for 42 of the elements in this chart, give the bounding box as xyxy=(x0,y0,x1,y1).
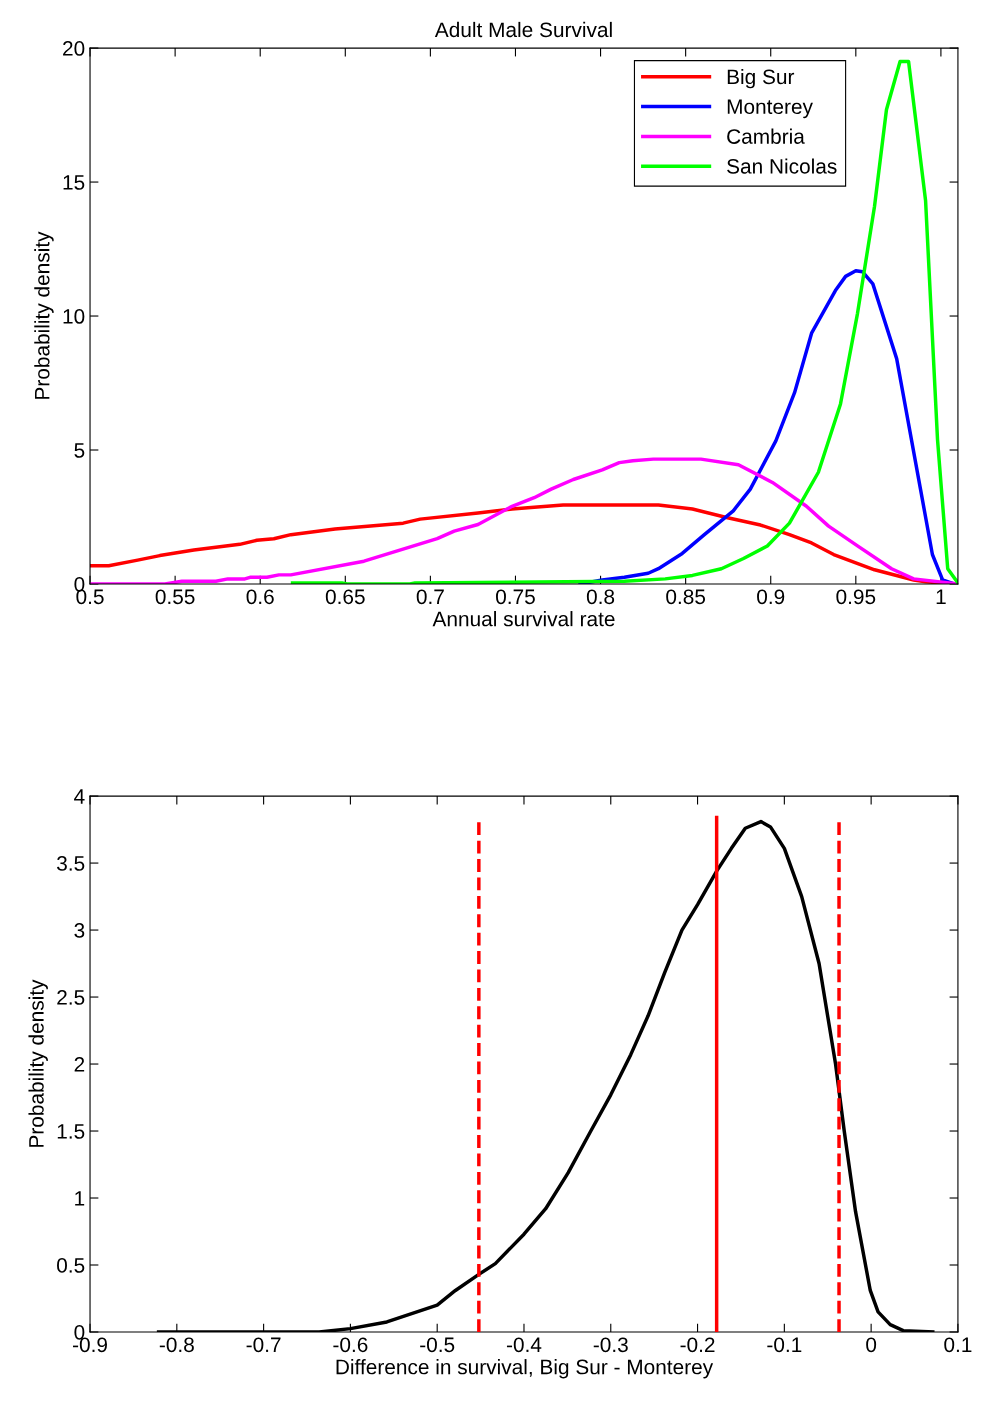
x-tick-label: -0.7 xyxy=(246,1337,281,1353)
x-tick-label: 1 xyxy=(936,589,946,604)
x-tick-label: 0.85 xyxy=(666,589,706,605)
x-tick-label: 0 xyxy=(866,1337,877,1353)
y-tick-label: 1 xyxy=(75,1191,85,1206)
legend-label: Big Sur xyxy=(727,68,795,89)
x-tick-label: 0.75 xyxy=(496,589,535,605)
x-tick-label: 0.55 xyxy=(155,589,195,605)
legend-label: Monterey xyxy=(727,99,813,119)
x-tick-label: 0.65 xyxy=(325,589,365,605)
x-tick-label: -0.8 xyxy=(159,1337,194,1353)
y-tick-label: 0.5 xyxy=(57,1258,85,1273)
y-tick-label: 20 xyxy=(63,41,85,56)
x-tick-label: -0.6 xyxy=(333,1337,368,1353)
y-tick-label: 15 xyxy=(63,175,85,190)
x-tick-label: -0.1 xyxy=(767,1337,802,1353)
legend-label: Cambria xyxy=(727,128,805,144)
x-tick-label: 0.95 xyxy=(836,589,876,605)
y-tick-label: 10 xyxy=(63,309,85,324)
y-tick-label: 3 xyxy=(74,923,85,938)
x-axis-title: Difference in survival, Big Sur - Monterey xyxy=(336,1359,714,1379)
y-tick-label: 4 xyxy=(74,789,85,804)
x-tick-label: -0.5 xyxy=(420,1337,455,1353)
x-tick-label: 0.7 xyxy=(416,589,444,605)
x-tick-label: -0.4 xyxy=(506,1337,542,1353)
legend-label: San Nicolas xyxy=(727,158,837,174)
x-tick-label: 0.1 xyxy=(944,1337,972,1353)
y-axis-title: Probability density xyxy=(28,979,48,1147)
x-tick-label: -0.2 xyxy=(680,1337,715,1353)
x-tick-label: 0.8 xyxy=(586,589,615,605)
x-tick-label: -0.3 xyxy=(593,1337,628,1353)
y-axis-title: Probability density xyxy=(34,231,54,399)
line-series xyxy=(290,59,958,584)
x-tick-label: 0.9 xyxy=(757,589,785,605)
chart-title: Adult Male Survival xyxy=(434,21,612,38)
x-tick-label: 0.6 xyxy=(246,589,274,605)
y-tick-label: 5 xyxy=(74,443,85,458)
y-tick-label: 2.5 xyxy=(57,990,85,1005)
x-axis-title: Annual survival rate xyxy=(432,611,615,627)
y-tick-label: 1.5 xyxy=(57,1124,85,1139)
y-tick-label: 2 xyxy=(74,1057,85,1072)
y-tick-label: 3.5 xyxy=(57,856,85,871)
